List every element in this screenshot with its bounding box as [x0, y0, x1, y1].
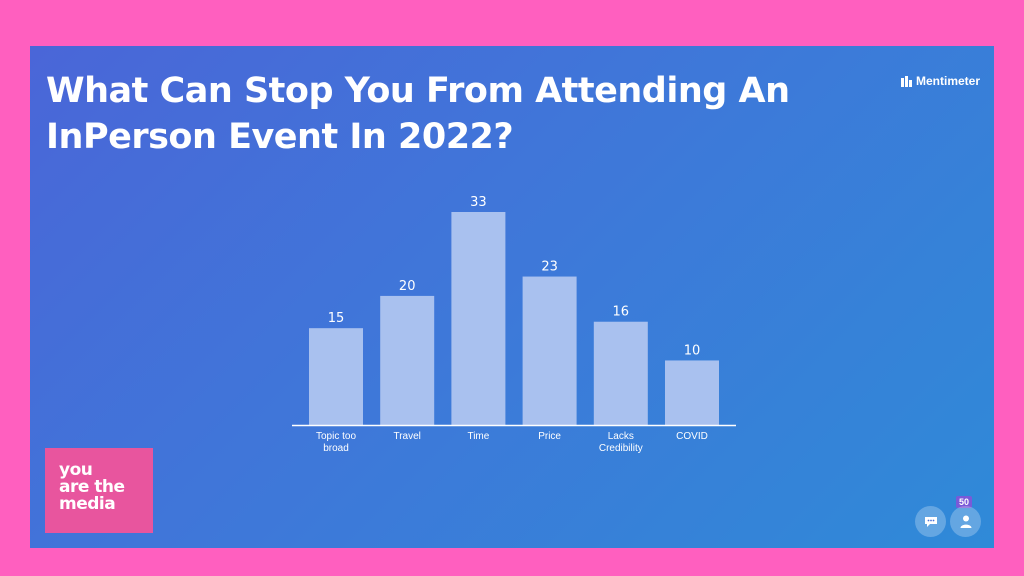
- brand: Mentimeter: [900, 74, 980, 88]
- category-label-5: COVID: [676, 431, 708, 442]
- title-line-2: InPerson Event In 2022?: [46, 117, 514, 157]
- user-icon: [960, 515, 971, 528]
- category-label-1: Travel: [393, 431, 420, 442]
- category-label-0: Topic too broad: [316, 431, 356, 454]
- participants-button[interactable]: [950, 506, 981, 537]
- bar-chart: 15 Topic too broad 20 Travel 33 Time 23 Price 16 L…: [292, 195, 736, 454]
- slide-title: What Can Stop You From Attending An InPe…: [46, 68, 866, 160]
- data-label-5: 10: [684, 343, 701, 358]
- data-label-2: 33: [470, 195, 487, 210]
- logo: you are the media: [45, 448, 153, 533]
- bar-5: [665, 360, 719, 425]
- mentimeter-logo-icon: [900, 75, 912, 87]
- category-label-2: Time: [467, 431, 489, 442]
- data-label-4: 16: [613, 305, 630, 320]
- bar-3: [522, 276, 577, 425]
- comments-button[interactable]: [915, 506, 946, 537]
- bar-2: [451, 212, 506, 425]
- brand-name: Mentimeter: [915, 74, 980, 88]
- logo-line-1: you: [59, 460, 93, 480]
- category-label-3: Price: [538, 431, 561, 442]
- data-label-1: 20: [399, 279, 416, 294]
- bar-1: [380, 295, 435, 425]
- bar-4: [593, 321, 648, 425]
- data-label-0: 15: [328, 311, 345, 326]
- comment-icon: [924, 516, 937, 527]
- title-line-1: What Can Stop You From Attending An: [46, 71, 790, 111]
- slide: What Can Stop You From Attending An InPe…: [30, 46, 994, 548]
- logo-line-2: are the: [59, 477, 125, 497]
- data-label-3: 23: [541, 260, 558, 275]
- category-label-4: Lacks Credibility: [599, 431, 643, 454]
- participant-count-badge: 50: [955, 496, 972, 508]
- bar-0: [309, 328, 363, 425]
- logo-line-3: media: [59, 494, 116, 514]
